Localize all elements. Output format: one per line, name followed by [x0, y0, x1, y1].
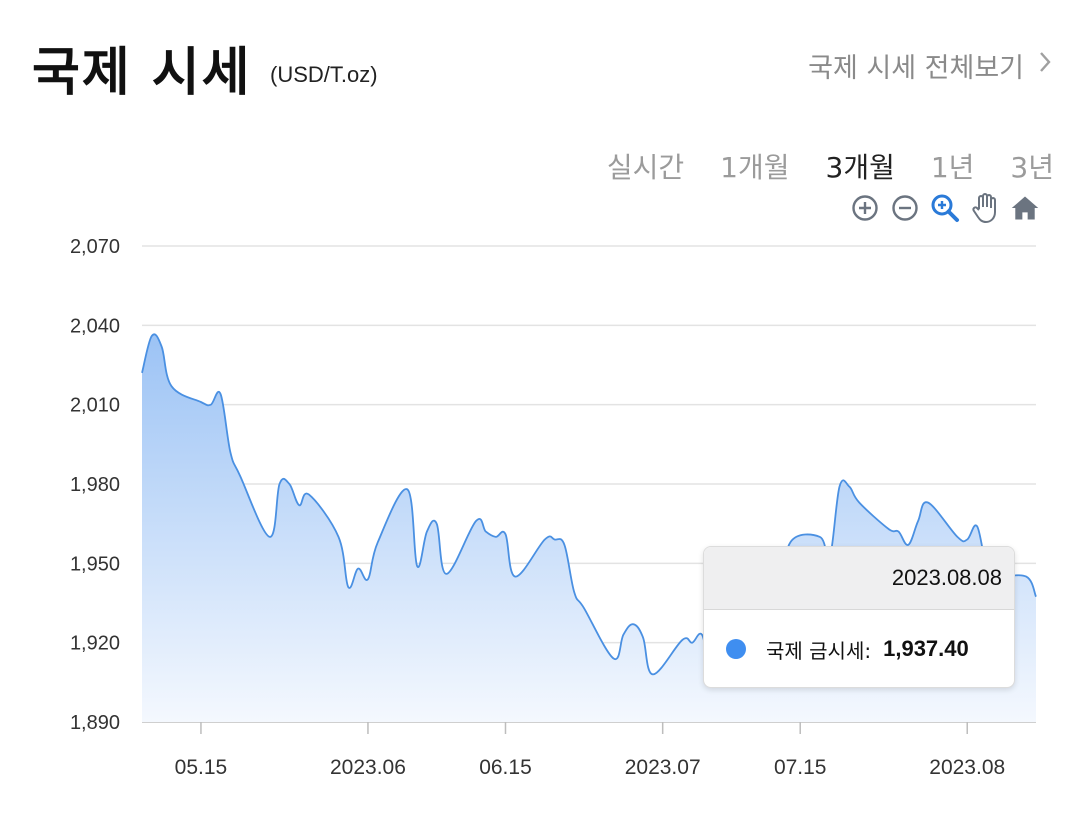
view-all-label: 국제 시세 전체보기: [808, 53, 1024, 84]
tooltip-row: 국제 금시세: 1,937.40: [704, 610, 1014, 687]
pan-hand-icon[interactable]: [970, 192, 1000, 224]
home-icon[interactable]: [1010, 192, 1040, 224]
tooltip-value: 1,937.40: [883, 636, 969, 661]
tab-realtime[interactable]: 실시간: [606, 151, 685, 184]
y-tick-label: 2,040: [70, 315, 120, 337]
y-tick-label: 1,950: [70, 553, 120, 575]
tooltip-label: 국제 금시세:: [766, 638, 872, 663]
tab-1year[interactable]: 1년: [930, 151, 975, 184]
tab-1month[interactable]: 1개월: [720, 151, 790, 184]
x-tick-label: 2023.07: [625, 756, 701, 779]
series-dot-icon: [726, 639, 746, 659]
x-tick-label: 2023.06: [330, 756, 406, 779]
unit-label: (USD/T.oz): [270, 62, 378, 87]
x-tick-label: 07.15: [774, 756, 827, 779]
y-axis: 1,890 1,920 1,950 1,980 2,010 2,040 2,070: [70, 236, 120, 734]
y-tick-label: 1,920: [70, 633, 120, 655]
magnify-icon[interactable]: [930, 192, 960, 224]
page-title: 국제 시세: [32, 43, 252, 103]
zoom-out-icon[interactable]: [890, 192, 920, 224]
x-tick-label: 2023.08: [929, 756, 1005, 779]
x-axis: 05.15 2023.06 06.15 2023.07 07.15 2023.08: [175, 722, 1005, 779]
view-all-link[interactable]: 국제 시세 전체보기: [808, 46, 1052, 85]
y-tick-label: 2,010: [70, 395, 120, 417]
tab-3year[interactable]: 3년: [1010, 151, 1054, 184]
chart-toolbar: [850, 192, 1040, 224]
period-tabs: 실시간 1개월 3개월 1년 3년: [607, 146, 1054, 186]
x-tick-label: 06.15: [479, 756, 532, 779]
y-tick-label: 1,890: [70, 712, 120, 734]
tooltip-date: 2023.08.08: [704, 547, 1014, 610]
price-tooltip: 2023.08.08 국제 금시세: 1,937.40: [703, 546, 1015, 688]
zoom-in-icon[interactable]: [850, 192, 880, 224]
x-tick-label: 05.15: [175, 756, 228, 779]
y-tick-label: 2,070: [70, 236, 120, 258]
tab-3month[interactable]: 3개월: [825, 151, 895, 184]
y-tick-label: 1,980: [70, 474, 120, 496]
chevron-right-icon: [1038, 50, 1052, 81]
